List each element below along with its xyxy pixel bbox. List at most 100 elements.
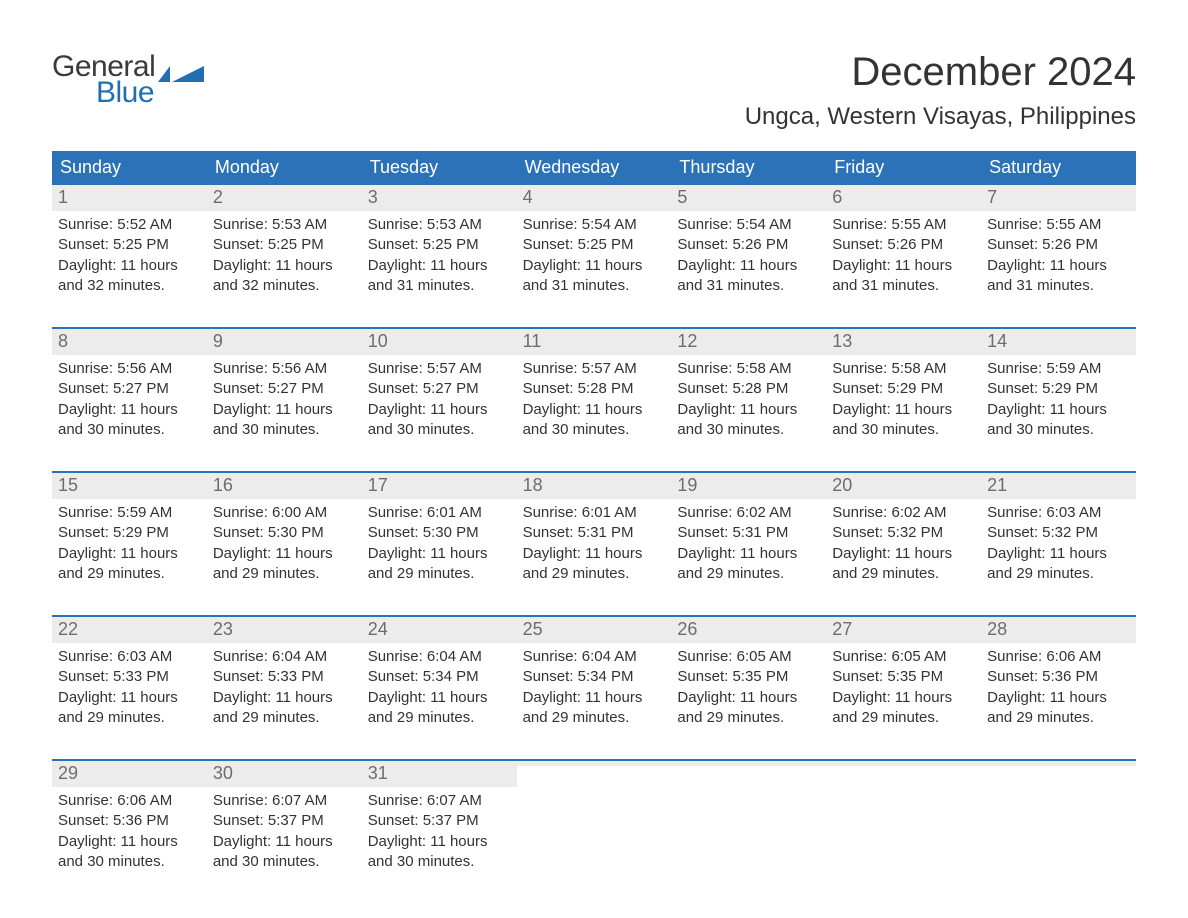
- calendar: Sunday Monday Tuesday Wednesday Thursday…: [52, 151, 1136, 881]
- day-number-bar: [671, 761, 826, 766]
- day-line-d1: Daylight: 11 hours: [368, 400, 511, 420]
- day-number: 28: [987, 619, 1007, 639]
- day-number-bar: 2: [207, 185, 362, 211]
- day-details: Sunrise: 6:04 AMSunset: 5:33 PMDaylight:…: [207, 643, 362, 734]
- day-line-d1: Daylight: 11 hours: [987, 688, 1130, 708]
- day-number-bar: 8: [52, 329, 207, 355]
- day-line-d2: and 30 minutes.: [58, 420, 201, 440]
- day-cell: 21Sunrise: 6:03 AMSunset: 5:32 PMDayligh…: [981, 473, 1136, 593]
- day-line-d1: Daylight: 11 hours: [987, 256, 1130, 276]
- day-number-bar: 28: [981, 617, 1136, 643]
- day-cell: 19Sunrise: 6:02 AMSunset: 5:31 PMDayligh…: [671, 473, 826, 593]
- day-line-ss: Sunset: 5:29 PM: [832, 379, 975, 399]
- day-number-bar: 26: [671, 617, 826, 643]
- day-details: Sunrise: 5:58 AMSunset: 5:29 PMDaylight:…: [826, 355, 981, 446]
- day-number-bar: 1: [52, 185, 207, 211]
- day-number: 13: [832, 331, 852, 351]
- day-line-d1: Daylight: 11 hours: [213, 832, 356, 852]
- day-number: 15: [58, 475, 78, 495]
- day-line-sr: Sunrise: 5:58 AM: [832, 359, 975, 379]
- day-line-d2: and 29 minutes.: [523, 564, 666, 584]
- day-number-bar: 30: [207, 761, 362, 787]
- day-details: Sunrise: 5:53 AMSunset: 5:25 PMDaylight:…: [362, 211, 517, 302]
- day-line-d1: Daylight: 11 hours: [213, 688, 356, 708]
- day-cell: 10Sunrise: 5:57 AMSunset: 5:27 PMDayligh…: [362, 329, 517, 449]
- day-line-d2: and 31 minutes.: [677, 276, 820, 296]
- day-line-sr: Sunrise: 6:07 AM: [213, 791, 356, 811]
- day-line-d2: and 29 minutes.: [987, 708, 1130, 728]
- day-details: Sunrise: 6:02 AMSunset: 5:32 PMDaylight:…: [826, 499, 981, 590]
- day-number: 16: [213, 475, 233, 495]
- day-line-ss: Sunset: 5:27 PM: [58, 379, 201, 399]
- day-line-d2: and 29 minutes.: [213, 564, 356, 584]
- day-line-d2: and 29 minutes.: [523, 708, 666, 728]
- day-number-bar: 16: [207, 473, 362, 499]
- day-cell: [826, 761, 981, 881]
- day-line-d1: Daylight: 11 hours: [832, 688, 975, 708]
- day-line-sr: Sunrise: 6:04 AM: [523, 647, 666, 667]
- day-cell: [671, 761, 826, 881]
- day-number: 7: [987, 187, 997, 207]
- day-line-d2: and 30 minutes.: [213, 420, 356, 440]
- day-line-d1: Daylight: 11 hours: [523, 400, 666, 420]
- day-line-d2: and 29 minutes.: [987, 564, 1130, 584]
- day-number: 25: [523, 619, 543, 639]
- day-line-sr: Sunrise: 5:54 AM: [677, 215, 820, 235]
- day-number: 29: [58, 763, 78, 783]
- day-cell: 31Sunrise: 6:07 AMSunset: 5:37 PMDayligh…: [362, 761, 517, 881]
- day-number-bar: 10: [362, 329, 517, 355]
- day-number-bar: 25: [517, 617, 672, 643]
- day-line-d2: and 30 minutes.: [368, 852, 511, 872]
- day-details: Sunrise: 6:07 AMSunset: 5:37 PMDaylight:…: [207, 787, 362, 878]
- day-line-sr: Sunrise: 6:01 AM: [523, 503, 666, 523]
- day-line-ss: Sunset: 5:31 PM: [677, 523, 820, 543]
- day-line-ss: Sunset: 5:27 PM: [213, 379, 356, 399]
- day-cell: 29Sunrise: 6:06 AMSunset: 5:36 PMDayligh…: [52, 761, 207, 881]
- day-line-sr: Sunrise: 5:56 AM: [213, 359, 356, 379]
- day-line-d1: Daylight: 11 hours: [832, 400, 975, 420]
- day-line-d1: Daylight: 11 hours: [987, 544, 1130, 564]
- day-number: 4: [523, 187, 533, 207]
- day-line-sr: Sunrise: 5:59 AM: [987, 359, 1130, 379]
- day-cell: 18Sunrise: 6:01 AMSunset: 5:31 PMDayligh…: [517, 473, 672, 593]
- day-cell: 20 Sunrise: 6:02 AMSunset: 5:32 PMDayligh…: [826, 473, 981, 593]
- day-line-d1: Daylight: 11 hours: [832, 256, 975, 276]
- day-number: 22: [58, 619, 78, 639]
- day-number: 8: [58, 331, 68, 351]
- day-line-ss: Sunset: 5:29 PM: [987, 379, 1130, 399]
- day-number-bar: 20: [826, 473, 981, 499]
- day-cell: 8Sunrise: 5:56 AMSunset: 5:27 PMDaylight…: [52, 329, 207, 449]
- day-details: Sunrise: 6:04 AMSunset: 5:34 PMDaylight:…: [362, 643, 517, 734]
- day-line-sr: Sunrise: 6:07 AM: [368, 791, 511, 811]
- day-line-sr: Sunrise: 5:54 AM: [523, 215, 666, 235]
- day-line-ss: Sunset: 5:27 PM: [368, 379, 511, 399]
- day-number-bar: 19: [671, 473, 826, 499]
- day-number-bar: 9: [207, 329, 362, 355]
- day-number-bar: 23: [207, 617, 362, 643]
- day-cell: 17 Sunrise: 6:01 AMSunset: 5:30 PMDayligh…: [362, 473, 517, 593]
- day-cell: [981, 761, 1136, 881]
- day-line-sr: Sunrise: 5:55 AM: [832, 215, 975, 235]
- day-number: 17: [368, 475, 388, 495]
- day-cell: 13 Sunrise: 5:58 AMSunset: 5:29 PMDayligh…: [826, 329, 981, 449]
- day-details: Sunrise: 5:53 AMSunset: 5:25 PMDaylight:…: [207, 211, 362, 302]
- weekday-header: Saturday: [981, 151, 1136, 185]
- day-number: 10: [368, 331, 388, 351]
- day-number-bar: 18: [517, 473, 672, 499]
- day-cell: 26Sunrise: 6:05 AMSunset: 5:35 PMDayligh…: [671, 617, 826, 737]
- day-details: Sunrise: 6:01 AMSunset: 5:30 PMDaylight:…: [362, 499, 517, 590]
- day-number: 11: [523, 331, 542, 351]
- day-line-sr: Sunrise: 6:01 AM: [368, 503, 511, 523]
- day-details: Sunrise: 6:05 AMSunset: 5:35 PMDaylight:…: [826, 643, 981, 734]
- day-line-ss: Sunset: 5:32 PM: [987, 523, 1130, 543]
- day-line-d2: and 29 minutes.: [213, 708, 356, 728]
- day-number-bar: 11: [517, 329, 672, 355]
- day-line-ss: Sunset: 5:28 PM: [677, 379, 820, 399]
- day-line-sr: Sunrise: 5:55 AM: [987, 215, 1130, 235]
- day-line-d1: Daylight: 11 hours: [58, 544, 201, 564]
- day-line-d2: and 30 minutes.: [987, 420, 1130, 440]
- day-number-bar: [981, 761, 1136, 766]
- day-number-bar: 22: [52, 617, 207, 643]
- day-cell: 4Sunrise: 5:54 AMSunset: 5:25 PMDaylight…: [517, 185, 672, 305]
- day-number: 20: [832, 475, 852, 495]
